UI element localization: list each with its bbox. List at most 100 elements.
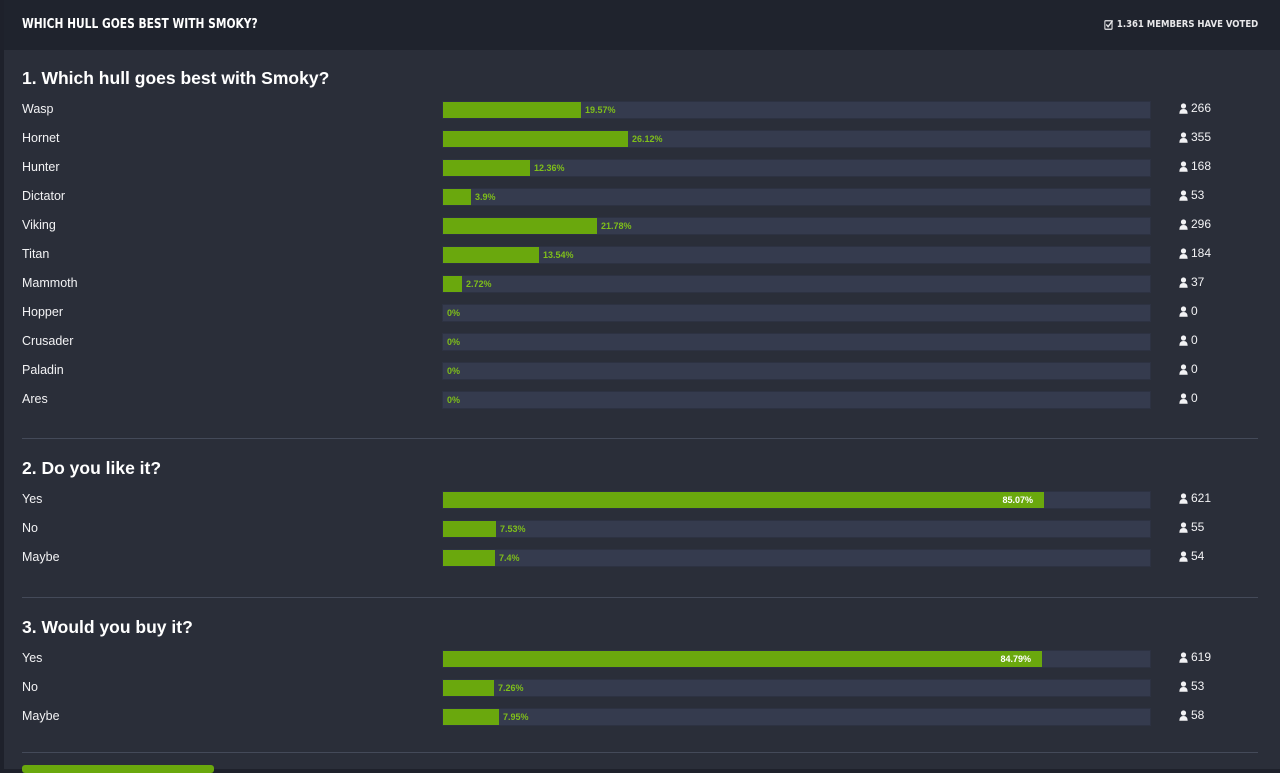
- progress-track: 26.12%: [442, 130, 1151, 148]
- vote-count-value: 0: [1191, 362, 1198, 376]
- vote-count: 296: [1179, 217, 1211, 231]
- option-percent: 0%: [447, 366, 461, 376]
- option-label: Hopper: [22, 305, 63, 319]
- person-icon: [1179, 680, 1188, 692]
- poll-option-row: Maybe 7.4% 54: [4, 547, 1280, 569]
- question-title: 1. Which hull goes best with Smoky?: [22, 68, 330, 88]
- poll-header: WHICH HULL GOES BEST WITH SMOKY? 1.361 M…: [4, 0, 1280, 50]
- poll-option-row: Yes 84.79% 619: [4, 648, 1280, 670]
- vote-count-value: 0: [1191, 304, 1198, 318]
- progress-track: 12.36%: [442, 159, 1151, 177]
- section-divider: [22, 438, 1258, 439]
- option-percent: 13.54%: [543, 250, 574, 260]
- option-label: Dictator: [22, 189, 66, 203]
- progress-track: 7.4%: [442, 549, 1151, 567]
- section-divider: [22, 597, 1258, 598]
- option-label: Yes: [22, 492, 43, 506]
- poll-option-row: Wasp 19.57% 266: [4, 99, 1280, 121]
- option-percent: 7.53%: [500, 524, 526, 534]
- vote-count: 0: [1179, 362, 1198, 376]
- progress-track: 19.57%: [442, 101, 1151, 119]
- vote-count-value: 37: [1191, 275, 1205, 289]
- poll-option-row: Ares 0% 0: [4, 389, 1280, 411]
- vote-count: 53: [1179, 188, 1204, 202]
- vote-count-value: 53: [1191, 679, 1205, 693]
- poll-title: WHICH HULL GOES BEST WITH SMOKY?: [22, 17, 258, 32]
- person-icon: [1179, 160, 1188, 172]
- option-label: Maybe: [22, 550, 60, 564]
- vote-count: 355: [1179, 130, 1211, 144]
- progress-fill: [443, 521, 496, 537]
- progress-fill: [443, 189, 471, 205]
- vote-count: 619: [1179, 650, 1211, 664]
- progress-fill: [443, 680, 494, 696]
- vote-count: 54: [1179, 549, 1204, 563]
- option-percent: 84.79%: [1000, 654, 1031, 664]
- progress-fill: [443, 709, 499, 725]
- poll-option-row: No 7.53% 55: [4, 518, 1280, 540]
- option-label: Paladin: [22, 363, 64, 377]
- vote-count-value: 355: [1191, 130, 1212, 144]
- question-title: 2. Do you like it?: [22, 458, 162, 478]
- progress-track: 0%: [442, 362, 1151, 380]
- vote-count-value: 168: [1191, 159, 1212, 173]
- poll-option-row: Paladin 0% 0: [4, 360, 1280, 382]
- vote-count-value: 55: [1191, 520, 1205, 534]
- question-title: 3. Would you buy it?: [22, 617, 193, 637]
- vote-count-value: 266: [1191, 101, 1212, 115]
- progress-fill: [443, 492, 1044, 508]
- progress-track: 21.78%: [442, 217, 1151, 235]
- poll-option-row: Yes 85.07% 621: [4, 489, 1280, 511]
- checkbox-checked-icon: [1104, 20, 1113, 30]
- poll-option-row: Hunter 12.36% 168: [4, 157, 1280, 179]
- option-label: Hornet: [22, 131, 60, 145]
- person-icon: [1179, 189, 1188, 201]
- option-percent: 7.95%: [503, 712, 529, 722]
- person-icon: [1179, 550, 1188, 562]
- poll-option-row: No 7.26% 53: [4, 677, 1280, 699]
- option-label: Hunter: [22, 160, 60, 174]
- progress-track: 3.9%: [442, 188, 1151, 206]
- voted-text: 1.361 MEMBERS HAVE VOTED: [1116, 19, 1258, 30]
- progress-fill: [443, 160, 530, 176]
- person-icon: [1179, 363, 1188, 375]
- person-icon: [1179, 521, 1188, 533]
- option-percent: 0%: [447, 337, 461, 347]
- progress-fill: [443, 550, 495, 566]
- option-percent: 2.72%: [466, 279, 492, 289]
- option-percent: 0%: [447, 395, 461, 405]
- progress-track: 7.26%: [442, 679, 1151, 697]
- vote-button[interactable]: [22, 765, 214, 773]
- vote-count: 55: [1179, 520, 1204, 534]
- poll-option-row: Hornet 26.12% 355: [4, 128, 1280, 150]
- vote-count-value: 58: [1191, 708, 1205, 722]
- person-icon: [1179, 276, 1188, 288]
- vote-count-value: 54: [1191, 549, 1205, 563]
- vote-count: 0: [1179, 391, 1198, 405]
- poll-option-row: Mammoth 2.72% 37: [4, 273, 1280, 295]
- poll-option-row: Dictator 3.9% 53: [4, 186, 1280, 208]
- person-icon: [1179, 392, 1188, 404]
- progress-track: 7.95%: [442, 708, 1151, 726]
- progress-fill: [443, 218, 597, 234]
- option-label: No: [22, 680, 38, 694]
- option-percent: 12.36%: [534, 163, 565, 173]
- vote-count: 0: [1179, 333, 1198, 347]
- option-percent: 7.4%: [499, 553, 520, 563]
- progress-track: 13.54%: [442, 246, 1151, 264]
- progress-track: 85.07%: [442, 491, 1151, 509]
- vote-count: 53: [1179, 679, 1204, 693]
- option-label: Viking: [22, 218, 56, 232]
- person-icon: [1179, 305, 1188, 317]
- progress-track: 0%: [442, 304, 1151, 322]
- vote-count-value: 0: [1191, 391, 1198, 405]
- progress-track: 7.53%: [442, 520, 1151, 538]
- vote-count: 37: [1179, 275, 1204, 289]
- poll-panel: WHICH HULL GOES BEST WITH SMOKY? 1.361 M…: [4, 0, 1280, 773]
- progress-fill: [443, 247, 539, 263]
- progress-track: 0%: [442, 391, 1151, 409]
- voted-count: 1.361 MEMBERS HAVE VOTED: [1104, 19, 1258, 30]
- person-icon: [1179, 651, 1188, 663]
- progress-fill: [443, 651, 1042, 667]
- poll-option-row: Maybe 7.95% 58: [4, 706, 1280, 728]
